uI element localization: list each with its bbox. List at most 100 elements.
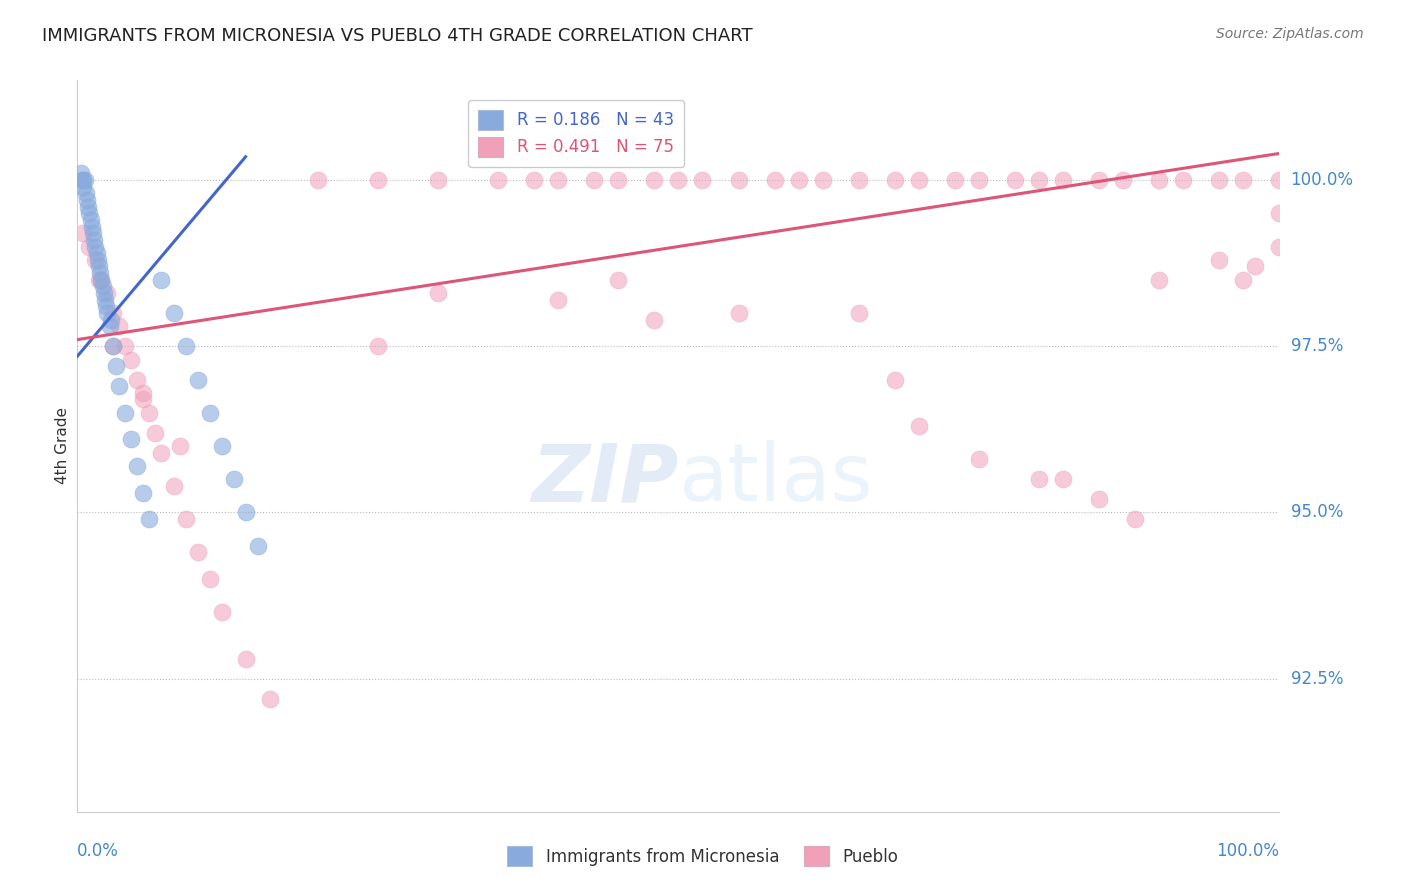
Point [169, 439, 191, 453]
Point [91, 279, 114, 293]
Point [848, 306, 870, 320]
Point [198, 406, 221, 420]
Point [1004, 173, 1026, 187]
Point [908, 173, 931, 187]
Point [86, 246, 108, 260]
Point [96, 299, 118, 313]
Point [100, 312, 122, 326]
Text: 95.0%: 95.0% [1291, 503, 1343, 522]
Point [72, 173, 94, 187]
Point [763, 173, 786, 187]
Point [108, 379, 131, 393]
Point [607, 273, 630, 287]
Point [1232, 273, 1254, 287]
Point [93, 286, 115, 301]
Point [943, 173, 966, 187]
Point [70, 166, 93, 180]
Point [727, 306, 749, 320]
Point [1232, 173, 1254, 187]
Text: 92.5%: 92.5% [1291, 670, 1343, 688]
Point [174, 339, 197, 353]
Point [96, 286, 118, 301]
Point [127, 372, 149, 386]
Point [1149, 273, 1171, 287]
Point [138, 406, 160, 420]
Point [547, 173, 569, 187]
Point [87, 273, 110, 287]
Point [96, 306, 118, 320]
Point [367, 339, 389, 353]
Point [89, 266, 111, 280]
Point [643, 173, 665, 187]
Point [104, 359, 127, 374]
Point [427, 286, 450, 301]
Point [75, 186, 97, 201]
Point [120, 352, 142, 367]
Point [80, 219, 103, 234]
Point [883, 173, 905, 187]
Legend: R = 0.186   N = 43, R = 0.491   N = 75: R = 0.186 N = 43, R = 0.491 N = 75 [468, 100, 683, 167]
Text: 100.0%: 100.0% [1291, 171, 1354, 189]
Point [211, 605, 233, 619]
Point [1052, 173, 1074, 187]
Point [607, 173, 630, 187]
Point [103, 339, 125, 353]
Point [174, 512, 197, 526]
Point [150, 273, 173, 287]
Text: 97.5%: 97.5% [1291, 337, 1343, 355]
Point [103, 339, 125, 353]
Point [82, 226, 104, 240]
Point [727, 173, 749, 187]
Point [90, 273, 112, 287]
Point [77, 200, 100, 214]
Point [883, 372, 905, 386]
Point [1052, 472, 1074, 486]
Y-axis label: 4th Grade: 4th Grade [55, 408, 70, 484]
Point [79, 239, 101, 253]
Point [114, 406, 136, 420]
Point [668, 173, 690, 187]
Point [1208, 252, 1230, 267]
Point [87, 252, 110, 267]
Point [1088, 173, 1111, 187]
Point [79, 213, 101, 227]
Point [103, 306, 125, 320]
Point [235, 506, 257, 520]
Point [1268, 239, 1291, 253]
Point [235, 652, 257, 666]
Text: Source: ZipAtlas.com: Source: ZipAtlas.com [1216, 27, 1364, 41]
Point [127, 458, 149, 473]
Point [427, 173, 450, 187]
Point [811, 173, 834, 187]
Text: atlas: atlas [679, 441, 873, 518]
Point [1123, 512, 1146, 526]
Point [90, 273, 112, 287]
Point [132, 392, 155, 407]
Point [72, 179, 94, 194]
Point [1088, 492, 1111, 507]
Point [138, 512, 160, 526]
Point [98, 319, 121, 334]
Point [120, 433, 142, 447]
Point [692, 173, 714, 187]
Point [162, 479, 184, 493]
Point [307, 173, 329, 187]
Text: 100.0%: 100.0% [1216, 842, 1279, 860]
Point [1112, 173, 1135, 187]
Point [84, 239, 107, 253]
Point [246, 539, 269, 553]
Point [162, 306, 184, 320]
Point [132, 385, 155, 400]
Text: IMMIGRANTS FROM MICRONESIA VS PUEBLO 4TH GRADE CORRELATION CHART: IMMIGRANTS FROM MICRONESIA VS PUEBLO 4TH… [42, 27, 752, 45]
Point [1149, 173, 1171, 187]
Point [547, 293, 569, 307]
Point [87, 260, 110, 274]
Point [1208, 173, 1230, 187]
Text: ZIP: ZIP [531, 441, 679, 518]
Point [1244, 260, 1267, 274]
Point [73, 173, 96, 187]
Point [72, 226, 94, 240]
Point [84, 252, 107, 267]
Point [1268, 206, 1291, 220]
Point [150, 445, 173, 459]
